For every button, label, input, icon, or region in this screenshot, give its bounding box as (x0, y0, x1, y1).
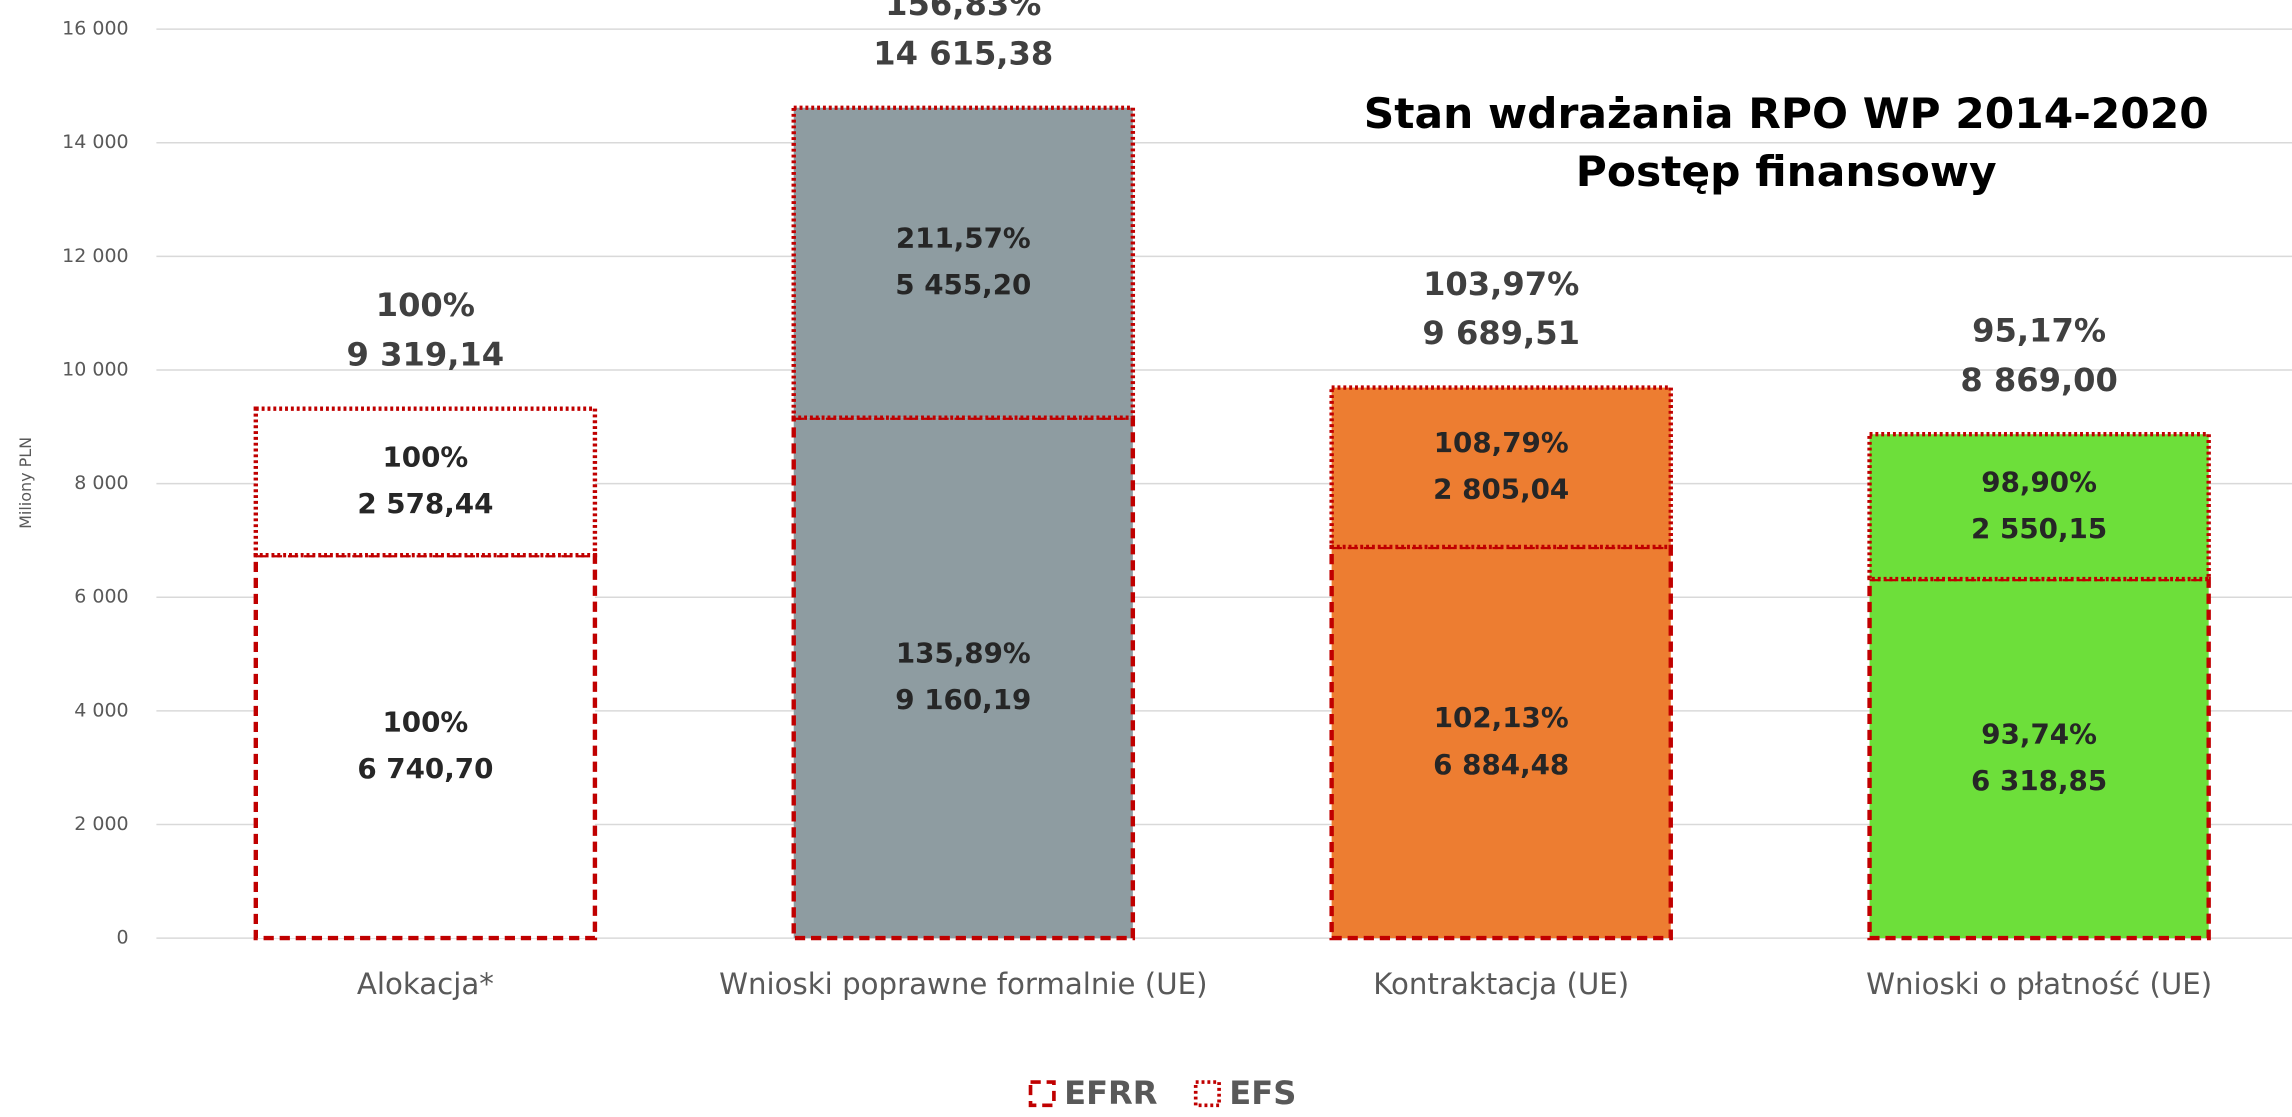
total-value-label: 8 869,00 (1960, 361, 2118, 399)
segment-value-label: 2 805,04 (1433, 473, 1569, 506)
x-tick-label: Alokacja* (357, 967, 494, 1001)
segment-value-label: 2 578,44 (357, 487, 493, 520)
legend-swatch (1028, 1080, 1056, 1108)
y-tick-label: 8 000 (74, 472, 128, 494)
y-tick-label: 16 000 (62, 18, 128, 40)
y-axis-label: Miliony PLN (16, 437, 35, 529)
bar-segment (253, 552, 598, 941)
y-tick-label: 2 000 (74, 813, 128, 835)
total-percent-label: 103,97% (1423, 265, 1579, 303)
segment-percent-label: 93,74% (1981, 717, 2097, 750)
legend-swatch (1193, 1080, 1221, 1108)
segment-percent-label: 100% (382, 705, 468, 738)
bar-segment (1867, 432, 2211, 582)
y-tick-label: 4 000 (74, 699, 128, 721)
bar-segment (791, 415, 1136, 941)
segment-percent-label: 100% (382, 441, 468, 474)
bar-segment (1867, 576, 2211, 941)
segment-percent-label: 108,79% (1434, 426, 1569, 459)
x-tick-label: Wnioski poprawne formalnie (UE) (719, 967, 1207, 1001)
segment-value-label: 6 740,70 (357, 752, 493, 785)
y-tick-label: 14 000 (62, 131, 128, 153)
y-tick-label: 6 000 (74, 586, 128, 608)
bar-segment (1329, 544, 1673, 941)
y-tick-label: 10 000 (62, 358, 128, 380)
y-tick-label: 0 (117, 927, 129, 949)
x-tick-label: Kontraktacja (UE) (1373, 967, 1629, 1001)
segment-percent-label: 211,57% (896, 221, 1031, 254)
total-percent-label: 100% (376, 286, 475, 324)
total-percent-label: 156,83% (885, 0, 1041, 23)
legend-label: EFRR (1064, 1074, 1158, 1112)
segment-value-label: 2 550,15 (1971, 512, 2107, 545)
y-tick-label: 12 000 (62, 245, 128, 267)
total-value-label: 9 319,14 (347, 335, 505, 373)
total-value-label: 9 689,51 (1422, 314, 1580, 352)
segment-percent-label: 135,89% (896, 637, 1031, 670)
chart-title: Stan wdrażania RPO WP 2014-2020 (1364, 89, 2209, 138)
legend-label: EFS (1229, 1074, 1296, 1112)
x-tick-label: Wnioski o płatność (UE) (1866, 967, 2212, 1001)
segment-value-label: 6 884,48 (1433, 748, 1569, 781)
segment-value-label: 9 160,19 (895, 683, 1031, 716)
bar-segment (791, 105, 1136, 420)
segment-percent-label: 98,90% (1981, 465, 2097, 498)
bar-segment (253, 406, 598, 558)
total-value-label: 14 615,38 (873, 34, 1053, 72)
bar-segment (1329, 385, 1673, 550)
total-percent-label: 95,17% (1972, 311, 2106, 349)
segment-value-label: 6 318,85 (1971, 764, 2107, 797)
segment-value-label: 5 455,20 (895, 268, 1031, 301)
chart-subtitle: Postęp finansowy (1576, 147, 1997, 196)
segment-percent-label: 102,13% (1434, 701, 1569, 734)
